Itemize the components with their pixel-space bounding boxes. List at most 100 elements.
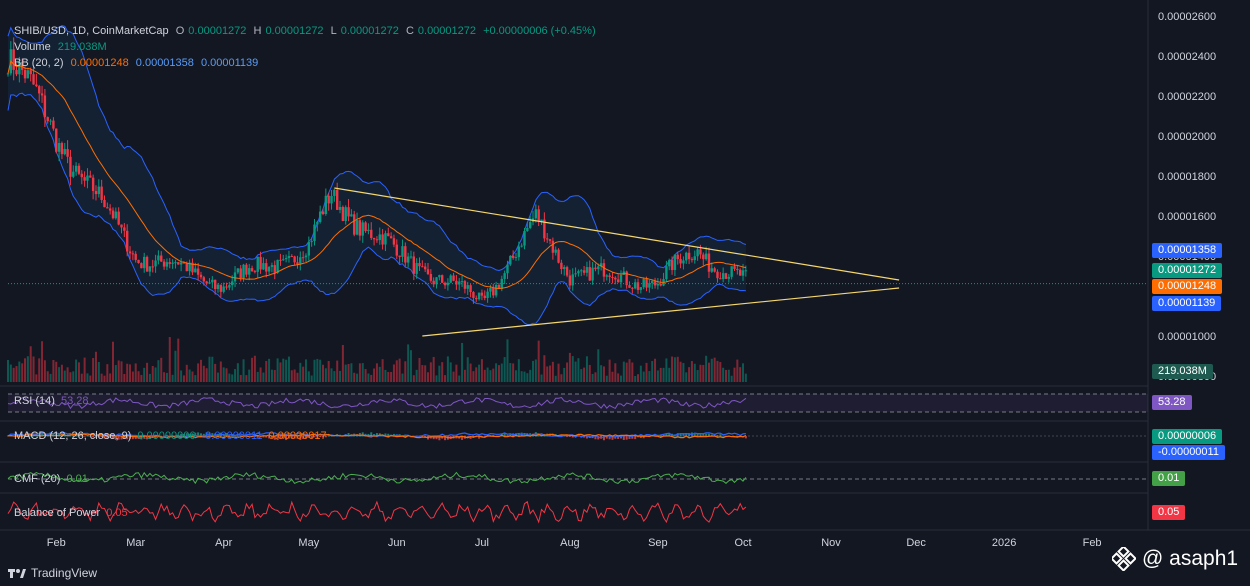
- macd-histogram-bar: [517, 432, 520, 437]
- candle-body: [597, 266, 600, 270]
- candle: [582, 266, 586, 276]
- candle-body: [219, 284, 223, 292]
- macd-histogram-bar: [370, 432, 373, 437]
- candle-body: [177, 262, 180, 265]
- candle: [702, 252, 705, 266]
- candle-body: [435, 277, 438, 285]
- candle: [145, 255, 149, 272]
- volume-bar: [89, 375, 92, 382]
- candle-body: [489, 287, 492, 292]
- macd-histogram-bar: [165, 435, 168, 437]
- candle: [503, 270, 506, 285]
- candle: [381, 229, 384, 250]
- volume-bar: [469, 363, 472, 382]
- volume-bar: [339, 370, 342, 382]
- candle-body: [560, 262, 563, 270]
- volume-bar: [239, 374, 242, 382]
- candle-body: [55, 128, 58, 152]
- volume-bar: [41, 341, 44, 382]
- candle: [557, 248, 560, 264]
- candle: [633, 278, 637, 290]
- candle: [111, 207, 115, 220]
- volume-bar: [353, 372, 356, 382]
- candle-body: [665, 266, 668, 280]
- candle-body: [475, 297, 478, 300]
- volume-bar: [409, 350, 412, 382]
- volume-bar: [480, 359, 483, 382]
- volume-bar: [472, 371, 475, 382]
- macd-histogram-bar: [642, 436, 645, 439]
- candle: [696, 247, 699, 261]
- candle-body: [273, 265, 276, 273]
- candle-body: [137, 259, 140, 264]
- candle-body: [307, 242, 311, 256]
- candle: [685, 251, 688, 264]
- macd-histogram-bar: [129, 436, 132, 439]
- macd-histogram-bar: [313, 436, 316, 438]
- volume-bar: [299, 362, 302, 382]
- candle-body: [704, 253, 708, 260]
- volume-bar: [707, 362, 710, 382]
- macd-histogram-bar: [100, 436, 103, 438]
- candle-body: [282, 259, 285, 261]
- candle: [293, 255, 296, 266]
- volume-bar: [83, 357, 86, 382]
- candle-body: [199, 274, 203, 278]
- candle: [423, 262, 427, 273]
- volume-bar: [449, 362, 452, 382]
- candle: [310, 237, 313, 247]
- price-tick-label: 0.00002200: [1158, 91, 1217, 103]
- volume-bar: [412, 375, 415, 382]
- time-tick-label: Nov: [821, 537, 841, 549]
- candle: [611, 272, 614, 284]
- candle: [673, 254, 677, 277]
- volume-bar: [202, 365, 205, 382]
- candle-body: [702, 254, 705, 260]
- candle: [233, 266, 237, 288]
- candle-body: [270, 265, 274, 267]
- tradingview-brand[interactable]: TradingView: [8, 566, 97, 580]
- ohlc-legend: SHIB/USD, 1D, CoinMarketCap O 0.00001272 …: [14, 25, 600, 37]
- volume-bar: [49, 373, 52, 382]
- macd-histogram-bar: [571, 436, 574, 438]
- volume-bar: [407, 344, 410, 382]
- volume-bar: [421, 365, 424, 382]
- volume-bar: [296, 372, 299, 382]
- cmf-line: [7, 471, 747, 485]
- volume-bar: [46, 371, 49, 382]
- candle-body: [208, 282, 211, 284]
- volume-bar: [131, 371, 134, 382]
- candle: [211, 276, 214, 289]
- volume-bar: [137, 371, 140, 382]
- candle-body: [608, 275, 611, 277]
- volume-bar: [429, 362, 432, 382]
- candle: [162, 259, 166, 270]
- candle-body: [509, 255, 512, 265]
- candle: [253, 269, 257, 274]
- time-tick-label: Oct: [734, 537, 752, 549]
- bb-upper-tag: 0.00001358: [1152, 243, 1223, 258]
- candle-body: [699, 249, 702, 255]
- candle-body: [194, 268, 197, 273]
- volume-bar: [327, 360, 330, 382]
- candle: [316, 220, 319, 232]
- bb-lower-tag: 0.00001139: [1152, 296, 1222, 311]
- volume-bar: [350, 363, 353, 382]
- candle-body: [185, 262, 188, 272]
- volume-bar: [43, 360, 46, 382]
- candle-body: [653, 280, 657, 286]
- candle: [648, 279, 651, 293]
- candle: [262, 257, 265, 270]
- macd-histogram-bar: [32, 433, 35, 437]
- volume-bar: [716, 360, 719, 382]
- candle: [477, 292, 481, 301]
- volume-bar: [307, 371, 310, 382]
- macd-histogram-bar: [296, 436, 299, 439]
- candle-body: [74, 165, 78, 172]
- volume-bar: [180, 370, 183, 382]
- watermark-text: @ asaph1: [1142, 547, 1239, 570]
- volume-bar: [15, 366, 18, 382]
- volume-bar: [514, 370, 517, 382]
- candle-body: [230, 281, 234, 286]
